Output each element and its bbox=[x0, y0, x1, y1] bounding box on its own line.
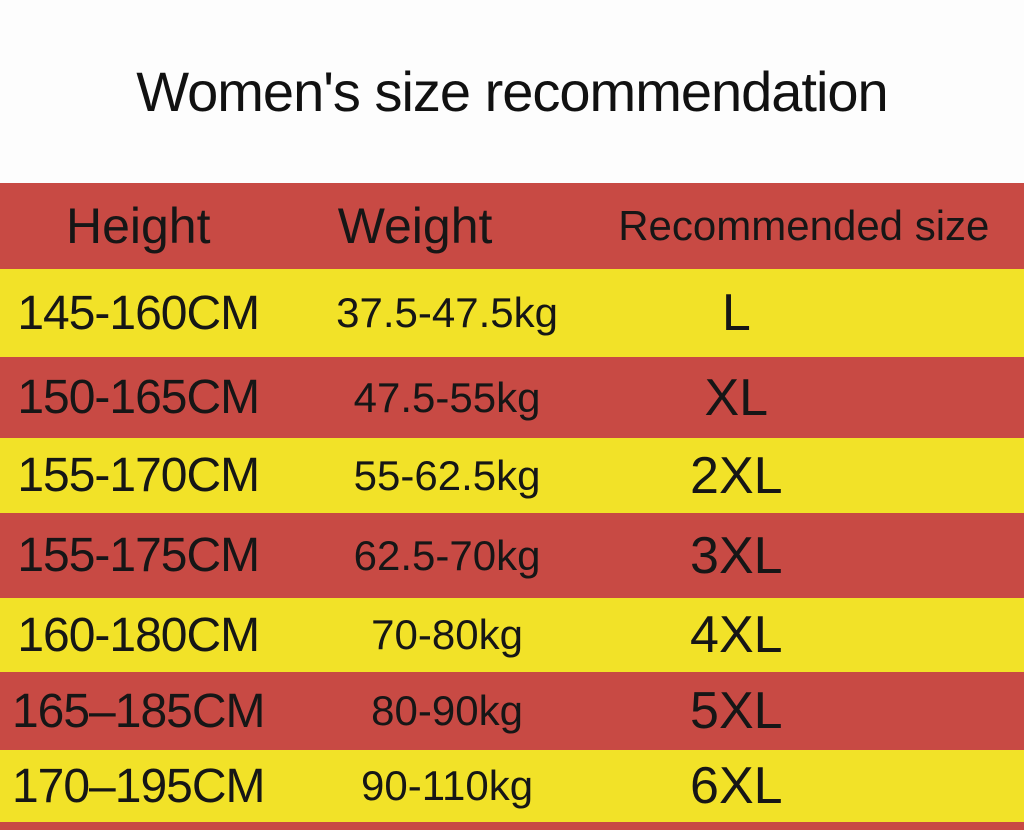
table-row: 160-180CM 70-80kg 4XL bbox=[0, 598, 1024, 672]
table-header-row: Height Weight Recommended size bbox=[0, 183, 1024, 269]
weight-cell: 90-110kg bbox=[361, 762, 534, 809]
height-cell: 155-175CM bbox=[17, 529, 260, 582]
weight-cell: 55-62.5kg bbox=[353, 451, 541, 499]
weight-cell: 62.5-70kg bbox=[353, 531, 541, 579]
table-row: 155-170CM 55-62.5kg 2XL bbox=[0, 438, 1024, 513]
table-row: 155-175CM 62.5-70kg 3XL bbox=[0, 513, 1024, 598]
height-cell: 160-180CM bbox=[17, 608, 260, 662]
weight-cell: 37.5-47.5kg bbox=[336, 289, 558, 336]
height-column-header: Height bbox=[65, 198, 211, 254]
size-cell: 6XL bbox=[690, 757, 783, 815]
weight-cell: 80-90kg bbox=[371, 687, 523, 734]
size-cell: 4XL bbox=[690, 606, 783, 664]
weight-cell: 47.5-55kg bbox=[353, 373, 541, 421]
size-cell: L bbox=[721, 284, 751, 342]
size-cell: 5XL bbox=[690, 682, 783, 740]
size-table: Height Weight Recommended size 145-160CM… bbox=[0, 183, 1024, 822]
size-cell: XL bbox=[704, 368, 769, 427]
table-row: 145-160CM 37.5-47.5kg L bbox=[0, 269, 1024, 357]
table-row: 170–195CM 90-110kg 6XL bbox=[0, 750, 1024, 822]
recommended-size-column-header: Recommended size bbox=[618, 202, 990, 249]
page-title: Women's size recommendation bbox=[136, 60, 888, 123]
height-cell: 150-165CM bbox=[17, 371, 260, 424]
table-row: 165–185CM 80-90kg 5XL bbox=[0, 672, 1024, 750]
weight-column-header: Weight bbox=[337, 198, 493, 254]
height-cell: 170–195CM bbox=[11, 759, 266, 813]
height-cell: 165–185CM bbox=[11, 684, 266, 738]
bottom-red-strip bbox=[0, 822, 1024, 830]
size-cell: 3XL bbox=[690, 526, 783, 585]
height-cell: 155-170CM bbox=[17, 449, 260, 502]
weight-cell: 70-80kg bbox=[371, 611, 523, 658]
table-row: 150-165CM 47.5-55kg XL bbox=[0, 357, 1024, 438]
title-area: Women's size recommendation bbox=[0, 0, 1024, 183]
size-cell: 2XL bbox=[690, 446, 783, 505]
height-cell: 145-160CM bbox=[17, 286, 260, 340]
